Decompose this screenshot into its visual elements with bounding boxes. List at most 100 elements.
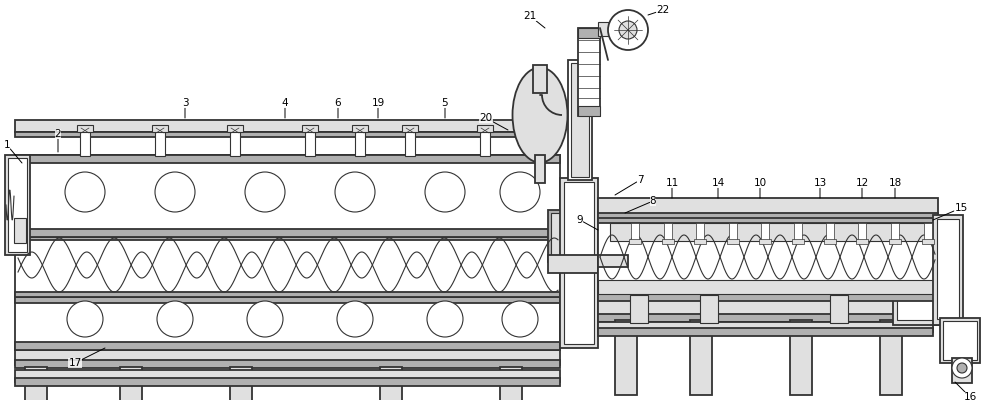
Bar	[880, 320, 902, 395]
Bar	[302, 125, 318, 132]
Bar	[940, 318, 980, 363]
Bar	[402, 125, 418, 132]
Bar	[664, 223, 672, 241]
Bar	[729, 223, 737, 241]
Bar	[630, 295, 648, 323]
Bar	[15, 342, 560, 350]
Circle shape	[247, 301, 283, 337]
Bar	[826, 223, 834, 241]
Bar	[5, 155, 30, 255]
Bar	[598, 215, 938, 223]
Circle shape	[608, 10, 648, 50]
Bar	[152, 125, 168, 132]
Bar	[578, 28, 600, 38]
Bar	[598, 280, 938, 294]
Bar	[352, 125, 368, 132]
Bar	[696, 223, 704, 241]
Circle shape	[335, 172, 375, 212]
Text: 18: 18	[888, 178, 902, 198]
Bar	[830, 295, 848, 323]
Bar	[794, 223, 802, 241]
Bar	[28, 290, 102, 345]
Bar	[897, 250, 939, 320]
Bar	[77, 125, 93, 132]
Circle shape	[957, 363, 967, 373]
Bar	[15, 155, 560, 163]
Bar	[533, 65, 547, 93]
Bar	[598, 328, 933, 336]
Bar	[598, 314, 933, 322]
Text: 19: 19	[371, 98, 385, 118]
Text: 4: 4	[282, 98, 288, 118]
Bar	[889, 239, 901, 244]
Bar	[500, 367, 522, 400]
Bar	[405, 130, 415, 156]
Bar	[80, 130, 90, 156]
Bar	[120, 367, 142, 400]
Circle shape	[500, 172, 540, 212]
Bar	[759, 239, 771, 244]
Bar	[477, 125, 493, 132]
Text: 2: 2	[55, 129, 61, 152]
Text: 21: 21	[523, 11, 545, 28]
Bar	[571, 63, 589, 177]
Text: 14: 14	[711, 178, 725, 198]
Text: 16: 16	[955, 382, 977, 400]
Bar	[548, 210, 583, 262]
Bar	[578, 28, 600, 116]
Bar	[598, 213, 938, 218]
Bar	[598, 198, 938, 216]
Circle shape	[245, 172, 285, 212]
Bar	[155, 130, 165, 156]
Bar	[598, 255, 628, 267]
Bar	[15, 120, 560, 132]
Circle shape	[67, 301, 103, 337]
Bar	[598, 215, 938, 300]
Bar	[535, 155, 545, 183]
Circle shape	[337, 301, 373, 337]
Text: 10: 10	[753, 178, 767, 198]
Bar	[15, 292, 560, 297]
Bar	[761, 223, 769, 241]
Text: 15: 15	[933, 203, 968, 220]
Bar	[598, 255, 628, 300]
Bar	[480, 130, 490, 156]
Bar	[15, 229, 560, 237]
Bar	[25, 286, 105, 348]
Circle shape	[619, 21, 637, 39]
Bar	[891, 223, 899, 241]
Bar	[15, 360, 560, 368]
Bar	[922, 239, 934, 244]
Bar	[937, 219, 959, 319]
Bar	[578, 106, 600, 116]
Text: 3: 3	[182, 98, 188, 118]
Bar	[15, 295, 560, 350]
Text: 1: 1	[4, 140, 22, 163]
Bar	[230, 367, 252, 400]
Bar	[694, 239, 706, 244]
Bar	[14, 218, 26, 243]
Circle shape	[502, 301, 538, 337]
Bar	[629, 239, 641, 244]
Bar	[598, 295, 933, 317]
Bar	[564, 182, 594, 344]
Text: 9: 9	[577, 215, 598, 230]
Bar	[15, 132, 560, 137]
Bar	[551, 213, 580, 259]
Bar	[560, 178, 598, 348]
Text: 20: 20	[479, 113, 508, 130]
Bar	[943, 321, 977, 360]
Bar	[227, 125, 243, 132]
Bar	[15, 370, 560, 382]
Bar	[952, 358, 972, 383]
Text: 8: 8	[625, 196, 656, 213]
Text: 17: 17	[68, 348, 105, 368]
Circle shape	[155, 172, 195, 212]
Bar	[662, 239, 674, 244]
Bar	[8, 158, 27, 252]
Text: 5: 5	[442, 98, 448, 118]
Bar	[355, 130, 365, 156]
Bar	[610, 223, 928, 241]
Circle shape	[425, 172, 465, 212]
Bar	[631, 223, 639, 241]
